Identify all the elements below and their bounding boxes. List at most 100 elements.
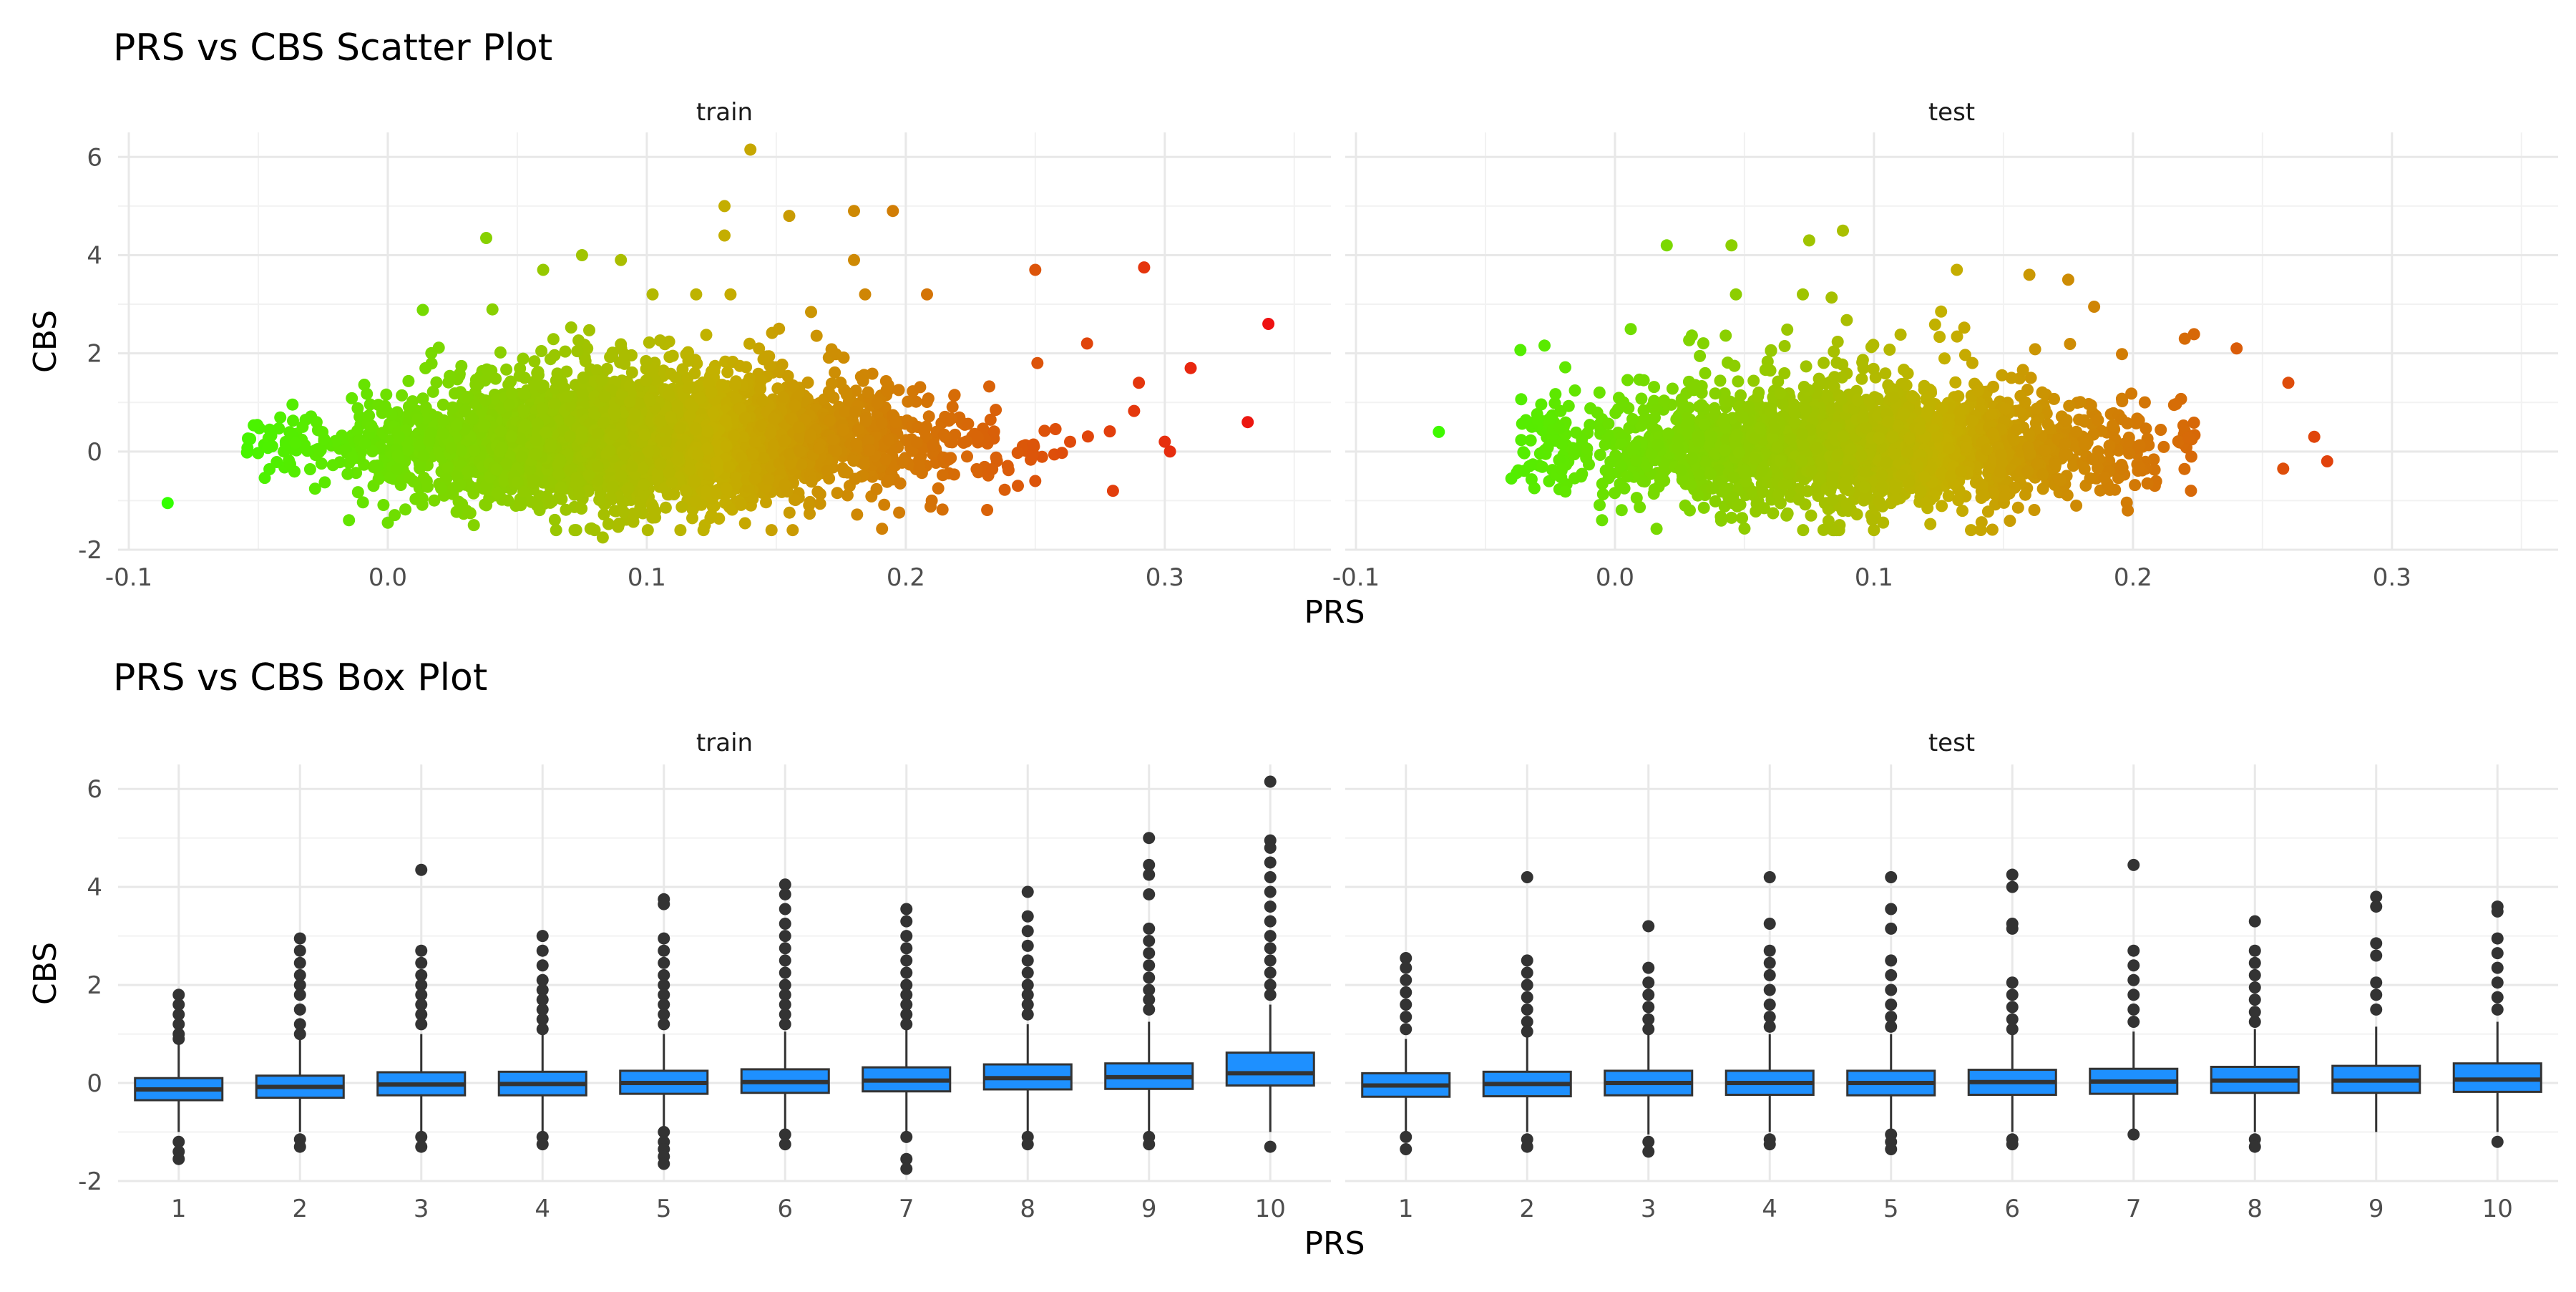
scatter-point bbox=[838, 466, 850, 478]
scatter-point bbox=[1895, 329, 1907, 341]
scatter-point bbox=[358, 437, 371, 450]
scatter-point bbox=[728, 429, 740, 442]
scatter-point bbox=[1038, 424, 1050, 437]
x-tick-label: 0.2 bbox=[887, 563, 925, 592]
scatter-point bbox=[296, 421, 308, 433]
scatter-point bbox=[1697, 337, 1709, 349]
scatter-point bbox=[290, 437, 302, 449]
scatter-point bbox=[2170, 398, 2182, 410]
scatter-point bbox=[986, 463, 998, 475]
scatter-point bbox=[286, 399, 298, 411]
scatter-point bbox=[2004, 515, 2016, 527]
scatter-point bbox=[357, 496, 369, 508]
scatter-point bbox=[739, 518, 751, 530]
scatter-point bbox=[724, 288, 736, 301]
scatter-point bbox=[960, 435, 972, 447]
scatter-point bbox=[479, 394, 492, 407]
scatter-point bbox=[794, 445, 806, 457]
scatter-point bbox=[487, 303, 499, 316]
scatter-point bbox=[480, 499, 492, 511]
scatter-point bbox=[913, 454, 925, 466]
scatter-point bbox=[756, 394, 769, 407]
x-tick-label: 0.2 bbox=[2114, 563, 2152, 592]
scatter-point bbox=[663, 466, 675, 478]
scatter-point bbox=[690, 495, 702, 507]
scatter-point bbox=[2085, 399, 2097, 412]
scatter-point bbox=[786, 524, 799, 536]
scatter-point bbox=[530, 434, 542, 446]
scatter-point bbox=[721, 366, 733, 378]
scatter-point bbox=[469, 445, 481, 457]
scatter-point bbox=[1012, 447, 1024, 459]
scatter-point bbox=[932, 482, 945, 495]
scatter-point bbox=[721, 482, 733, 495]
scatter-point bbox=[701, 425, 713, 437]
scatter-point bbox=[564, 430, 576, 442]
scatter-point bbox=[618, 358, 630, 370]
scatter-point bbox=[582, 469, 595, 481]
scatter-point bbox=[371, 460, 384, 472]
scatter-point bbox=[592, 460, 604, 472]
scatter-point bbox=[421, 475, 433, 487]
scatter-point bbox=[613, 518, 625, 530]
scatter-point bbox=[615, 254, 627, 266]
scatter-point bbox=[703, 469, 715, 481]
scatter-point bbox=[583, 324, 595, 336]
scatter-point bbox=[615, 339, 627, 351]
scatter-point bbox=[983, 380, 995, 392]
scatter-point bbox=[675, 501, 688, 513]
scatter-point bbox=[1514, 344, 1526, 356]
scatter-point bbox=[690, 288, 702, 301]
scatter-point bbox=[830, 445, 842, 457]
scatter-point bbox=[999, 484, 1011, 496]
scatter-point bbox=[716, 379, 728, 391]
scatter-point bbox=[1739, 523, 1751, 535]
scatter-point bbox=[2104, 439, 2116, 452]
scatter-point bbox=[380, 389, 392, 401]
scatter-point bbox=[660, 435, 672, 447]
scatter-point bbox=[373, 473, 385, 485]
scatter-point bbox=[1840, 314, 1853, 326]
scatter-point bbox=[851, 508, 863, 520]
scatter-point bbox=[2012, 502, 2024, 514]
scatter-point bbox=[749, 436, 761, 448]
scatter-point bbox=[914, 381, 926, 393]
scatter-point bbox=[674, 524, 686, 536]
scatter-point bbox=[813, 442, 825, 455]
scatter-point bbox=[626, 460, 638, 472]
scatter-point bbox=[893, 384, 905, 396]
scatter-point bbox=[1651, 523, 1663, 535]
scatter-point bbox=[1029, 264, 1041, 276]
scatter-point bbox=[661, 447, 673, 459]
scatter-point bbox=[988, 425, 1000, 437]
scatter-point bbox=[690, 424, 702, 436]
scatter-point bbox=[902, 396, 914, 408]
scatter-plot-title: PRS vs CBS Scatter Plot bbox=[113, 26, 552, 69]
x-tick-label: -0.1 bbox=[1332, 563, 1380, 592]
scatter-point bbox=[710, 487, 722, 499]
scatter-point bbox=[2048, 393, 2060, 405]
scatter-point bbox=[489, 373, 502, 385]
scatter-point bbox=[878, 499, 890, 511]
scatter-point bbox=[882, 475, 894, 487]
scatter-point bbox=[1782, 507, 1794, 520]
scatter-point bbox=[393, 431, 405, 443]
scatter-point bbox=[562, 391, 574, 403]
scatter-point bbox=[1081, 337, 1093, 349]
scatter-point bbox=[1952, 390, 1964, 402]
scatter-point bbox=[531, 500, 543, 512]
scatter-point bbox=[1818, 357, 1830, 369]
scatter-point bbox=[532, 417, 544, 429]
scatter-point bbox=[863, 444, 875, 456]
scatter-point bbox=[990, 452, 1002, 464]
scatter-point bbox=[1758, 502, 1770, 514]
scatter-point bbox=[1559, 361, 1571, 374]
scatter-point bbox=[1559, 485, 1571, 497]
scatter-point bbox=[643, 336, 655, 349]
scatter-point bbox=[577, 371, 590, 384]
scatter-point bbox=[549, 398, 561, 410]
scatter-point bbox=[609, 408, 621, 420]
scatter-point bbox=[849, 406, 862, 418]
scatter-point bbox=[1056, 447, 1068, 459]
